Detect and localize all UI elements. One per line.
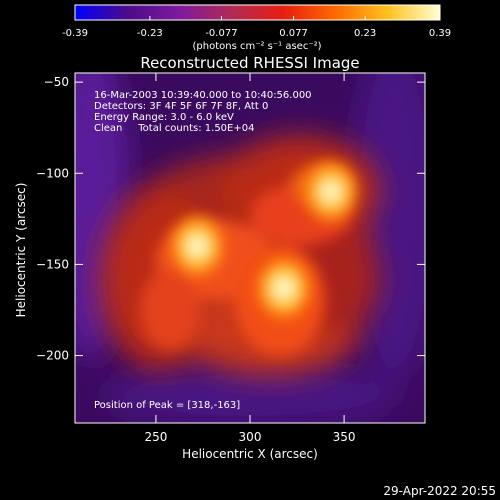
axis-ticks: 250 300 350 −50 −100 −150 −200 [36, 73, 425, 444]
y-tick-label: −50 [44, 75, 69, 89]
peak-position-label: Position of Peak = [318,-163] [94, 400, 240, 411]
background-blob [100, 365, 400, 423]
emission-region [140, 270, 200, 350]
x-tick-label: 350 [333, 430, 356, 444]
colorbar-tick-label: 0.39 [429, 28, 451, 39]
chart-title: Reconstructed RHESSI Image [140, 54, 359, 72]
source-peak [171, 216, 224, 277]
annotation-time-range: 16-Mar-2003 10:39:40.000 to 10:40:56.000 [94, 90, 312, 101]
footer-date: 29-Apr-2022 20:55 [383, 484, 496, 498]
source-center [322, 182, 340, 201]
x-tick-label: 300 [239, 430, 262, 444]
y-tick-label: −200 [36, 349, 69, 363]
y-axis-label: Heliocentric Y (arcsec) [14, 183, 28, 318]
colorbar-tick-label: -0.077 [205, 28, 237, 39]
annotation-detectors: Detectors: 3F 4F 5F 6F 7F 8F, Att 0 [94, 101, 268, 112]
source-center [274, 278, 293, 299]
source-peak [257, 258, 310, 319]
colorbar-gradient [74, 4, 441, 21]
colorbar: -0.39 -0.23 -0.077 0.077 0.23 0.39 (photons c… [62, 4, 451, 52]
colorbar-tick-label: 0.23 [354, 28, 376, 39]
colorbar-tick-label: 0.077 [279, 28, 308, 39]
x-tick-label: 250 [144, 430, 167, 444]
annotation-block: 16-Mar-2003 10:39:40.000 to 10:40:56.000… [94, 90, 312, 134]
colorbar-tick-label: -0.39 [62, 28, 88, 39]
colorbar-tick-label: -0.23 [137, 28, 163, 39]
y-tick-label: −150 [36, 257, 69, 271]
colorbar-ticks: -0.39 -0.23 -0.077 0.077 0.23 0.39 [62, 16, 451, 39]
source-peak [304, 161, 357, 222]
colorbar-unit-label: (photons cm⁻² s⁻¹ asec⁻²) [192, 41, 321, 52]
source-center [188, 236, 207, 256]
x-axis-label: Heliocentric X (arcsec) [182, 447, 318, 461]
y-tick-label: −100 [36, 166, 69, 180]
annotation-energy-range: Energy Range: 3.0 - 6.0 keV [94, 112, 234, 123]
annotation-counts: Clean Total counts: 1.50E+04 [94, 123, 254, 134]
hx-sources [171, 161, 357, 319]
plot-area [75, 73, 425, 423]
